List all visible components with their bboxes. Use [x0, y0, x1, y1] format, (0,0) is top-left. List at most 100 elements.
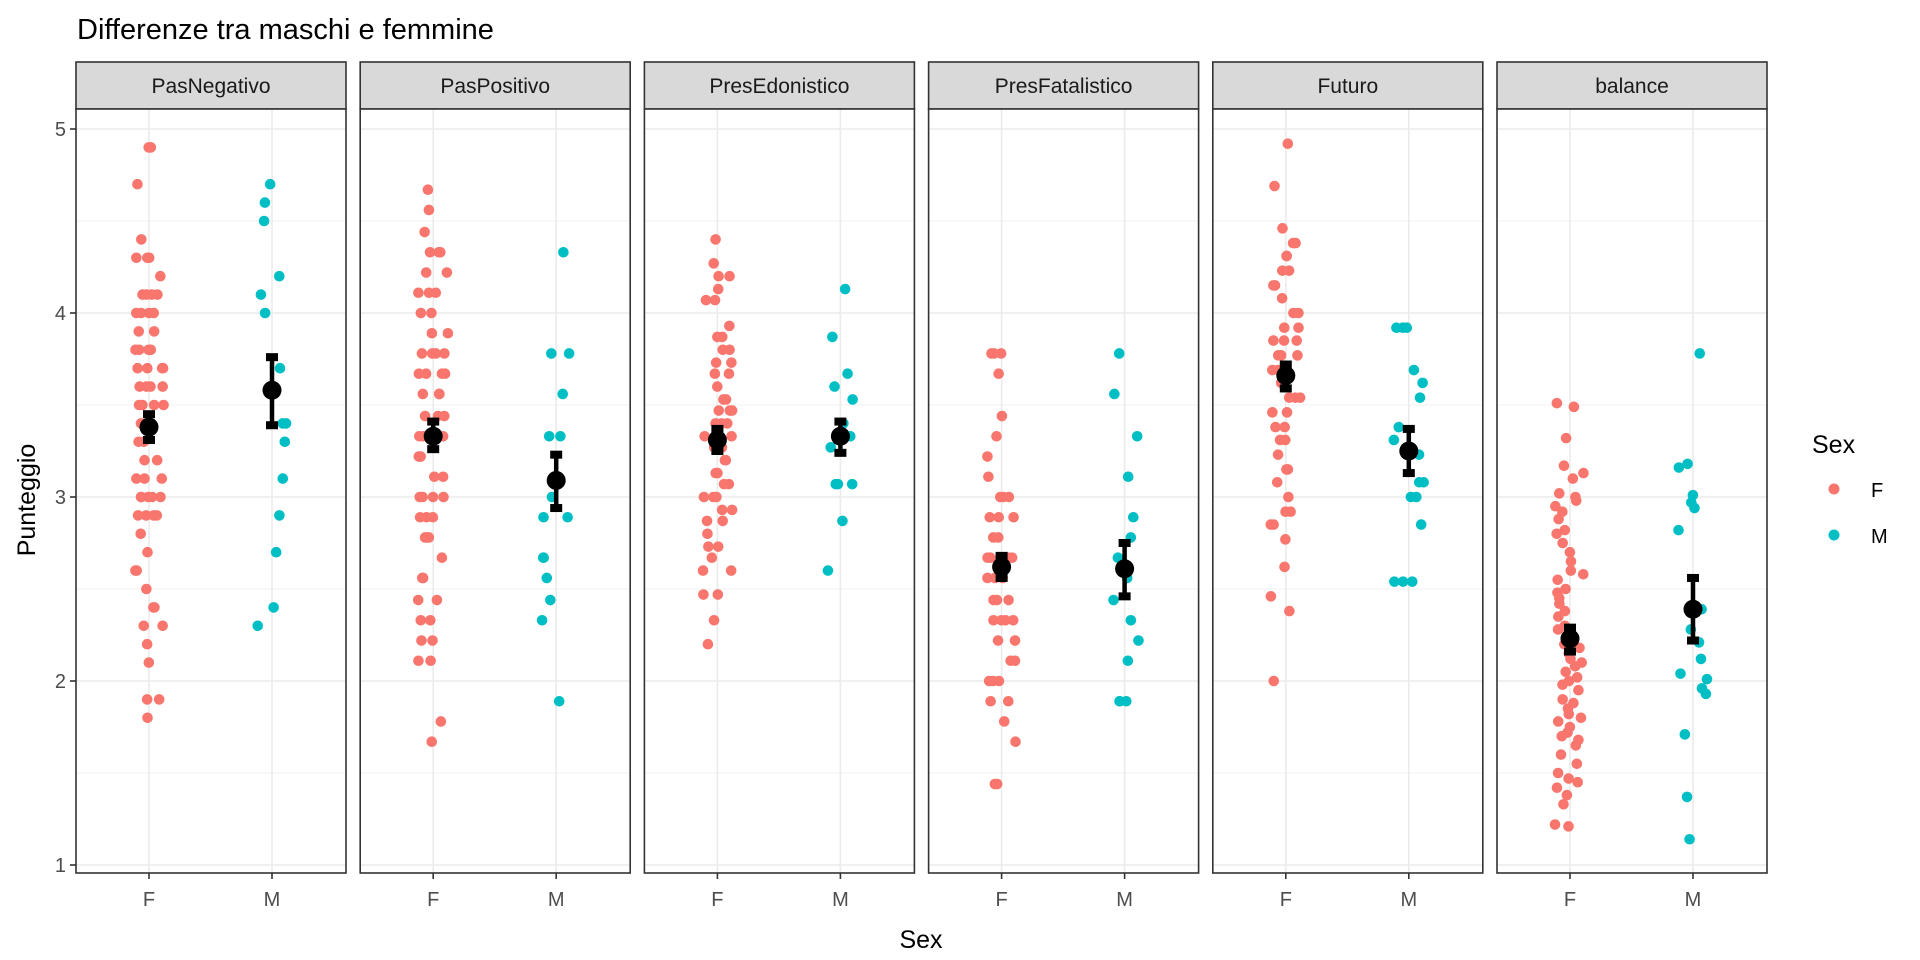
data-point-F [1577, 568, 1589, 580]
data-point-F [1276, 292, 1288, 304]
mean-point-M [830, 426, 850, 446]
data-point-F [1560, 432, 1572, 444]
error-bar-cap-bottom-M [266, 421, 278, 430]
data-point-F [1267, 407, 1278, 418]
mean-point-M [1399, 441, 1419, 461]
data-point-F [422, 184, 434, 196]
data-point-F [155, 491, 166, 503]
data-point-F [724, 270, 735, 282]
facet-strip-label: Futuro [1317, 75, 1378, 98]
y-tick-label: 5 [55, 119, 66, 141]
data-point-F [983, 471, 994, 483]
data-point-F [1293, 322, 1304, 334]
data-point-F [699, 430, 710, 442]
data-point-F [1278, 335, 1290, 346]
error-bar-cap-top-M [1402, 424, 1415, 433]
data-point-F [1551, 782, 1563, 794]
facet-panel-balance: balance F M [1496, 61, 1768, 911]
error-bar-cap-bottom-F [995, 573, 1008, 582]
x-tick-label: M [548, 889, 565, 911]
facet-strip [643, 61, 916, 110]
data-point-F [993, 368, 1004, 380]
data-point-F [1007, 614, 1019, 626]
data-point-F [1267, 364, 1278, 376]
data-point-F [439, 348, 450, 359]
data-point-M [280, 418, 292, 429]
data-point-F [1558, 460, 1570, 472]
data-point-M [842, 368, 853, 380]
data-point-F [1552, 574, 1563, 586]
panel-border [643, 108, 916, 874]
data-point-F [991, 778, 1003, 790]
data-point-M [277, 473, 289, 484]
data-point-F [130, 565, 141, 576]
data-point-F [1284, 605, 1295, 617]
data-point-F [146, 491, 158, 503]
data-point-F [996, 410, 1008, 422]
data-point-M [1128, 511, 1139, 523]
legend-key-M [1828, 529, 1840, 541]
data-point-M [563, 348, 575, 359]
data-point-M [558, 246, 569, 258]
data-point-F [703, 541, 714, 552]
data-point-F [412, 594, 424, 606]
data-point-F [1565, 556, 1577, 567]
data-point-F [712, 381, 723, 392]
data-point-F [712, 589, 724, 600]
data-point-M [1694, 348, 1706, 359]
y-axis: 1 2 3 4 5 [55, 119, 76, 877]
data-point-F [442, 327, 454, 339]
data-point-F [713, 405, 725, 416]
data-point-F [158, 399, 169, 411]
data-point-M [1415, 519, 1427, 530]
data-point-F [1563, 773, 1574, 784]
data-point-F [1555, 749, 1567, 760]
data-point-F [145, 381, 156, 392]
mean-point-M [262, 380, 282, 400]
data-point-M [274, 362, 286, 374]
data-point-F [1575, 712, 1587, 724]
mean-point-F [139, 417, 159, 437]
data-point-F [1268, 335, 1279, 346]
data-point-M [827, 331, 838, 343]
data-point-F [142, 712, 153, 724]
data-point-F [1277, 223, 1288, 234]
data-point-F [143, 307, 155, 319]
mean-point-M [1115, 559, 1135, 579]
data-point-F [1269, 180, 1280, 192]
data-point-M [822, 565, 834, 576]
data-point-M [1131, 430, 1143, 442]
data-point-F [157, 362, 169, 374]
data-point-F [1278, 322, 1290, 334]
x-tick-label: M [1116, 889, 1133, 911]
data-point-F [712, 331, 723, 343]
data-point-F [133, 436, 144, 448]
x-tick-label: F [1564, 889, 1576, 911]
panel-background [360, 109, 631, 873]
data-point-F [710, 357, 722, 368]
data-point-F [435, 716, 447, 727]
data-point-F [416, 635, 427, 646]
data-point-F [413, 287, 424, 299]
data-point-F [708, 614, 720, 626]
error-bar-cap-top-F [143, 410, 155, 419]
data-point-F [1571, 672, 1583, 683]
chart-title: Differenze tra maschi e femmine [77, 14, 494, 46]
data-point-F [1272, 449, 1284, 460]
data-point-M [1701, 673, 1713, 685]
data-point-F [1565, 565, 1577, 576]
data-point-F [430, 287, 442, 299]
data-point-F [156, 473, 168, 484]
data-point-M [268, 602, 279, 613]
data-point-F [157, 620, 168, 632]
data-point-M [1388, 434, 1400, 446]
y-tick-label: 3 [55, 487, 66, 509]
data-point-F [717, 515, 729, 527]
data-point-F [436, 552, 448, 564]
legend-label-M: M [1871, 526, 1888, 548]
x-tick-label: M [1685, 889, 1702, 911]
data-point-F [141, 583, 152, 595]
data-point-F [438, 410, 450, 422]
data-point-F [710, 467, 722, 479]
mean-point-F [707, 430, 727, 450]
